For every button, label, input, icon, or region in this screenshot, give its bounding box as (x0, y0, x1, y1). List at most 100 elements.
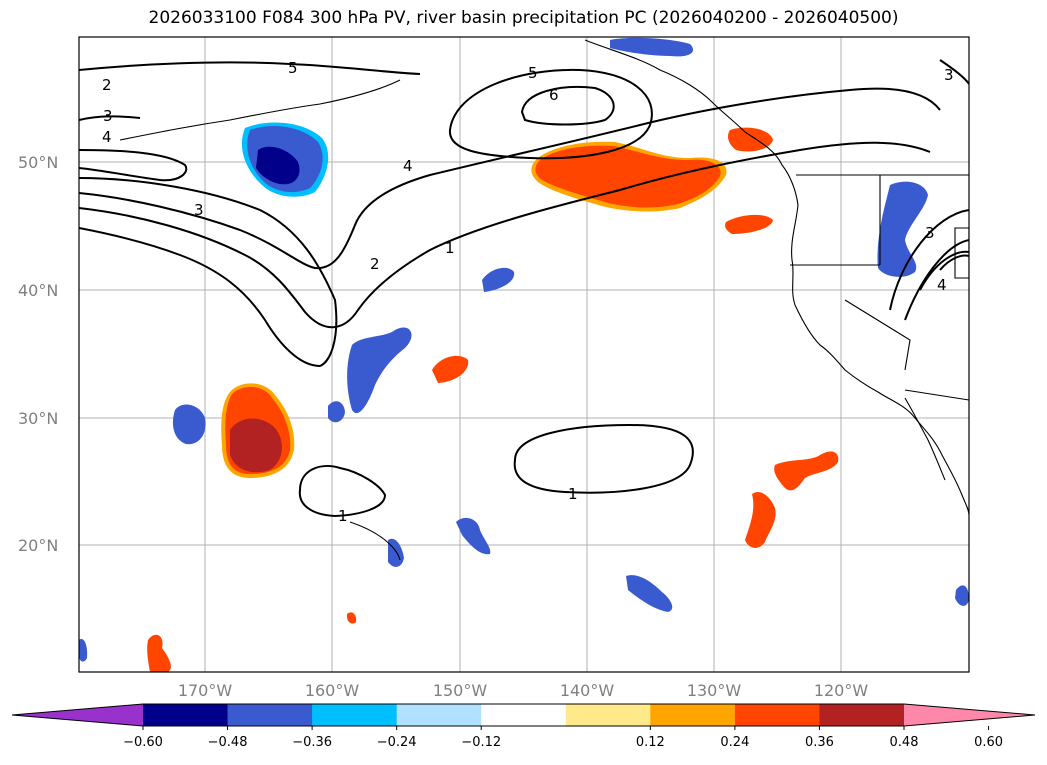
pv-contour-label: 3 (925, 224, 935, 242)
lon-label: 120°W (814, 681, 869, 700)
precip-positive-region (745, 491, 776, 548)
colorbar: −0.60 −0.48 −0.36 −0.24 −0.12 0.12 0.24 0.36 0.4… (11, 703, 1036, 750)
colorbar-segment (819, 704, 905, 726)
state-border (954, 227, 969, 279)
pv-contour (939, 254, 969, 271)
precip-negative-region (79, 639, 88, 662)
pv-contour-label: 2 (102, 76, 112, 94)
pv-contour (298, 465, 387, 518)
pv-contour (79, 141, 931, 329)
pv-contour (79, 115, 141, 121)
pv-contour-label: 3 (944, 66, 954, 84)
lon-label: 150°W (433, 681, 488, 700)
north-america-coast (584, 39, 969, 516)
precip-positive-region (774, 451, 839, 491)
pv-contours (79, 59, 969, 518)
longitude-labels: 170°W 160°W 150°W 140°W 130°W 120°W (178, 681, 869, 700)
aleutian-islands (119, 79, 401, 141)
precip-positive-region (230, 418, 282, 473)
precip-positive-region (535, 145, 721, 208)
pv-contour (939, 59, 969, 85)
colorbar-segment (650, 704, 736, 726)
precip-positive-region (728, 127, 773, 152)
map-title: 2026033100 F084 300 hPa PV, river basin … (148, 8, 899, 28)
pv-contour (904, 239, 969, 321)
colorbar-extend-low (12, 704, 143, 726)
colorbar-segment (734, 704, 820, 726)
precip-negative-region (626, 575, 673, 612)
pv-contour-label: 5 (528, 64, 538, 82)
lat-label: 50°N (18, 153, 58, 172)
lon-label: 170°W (178, 681, 233, 700)
colorbar-segment (565, 704, 651, 726)
precip-negative-region (328, 401, 345, 423)
map-frame (78, 36, 970, 673)
colorbar-tick-label: −0.60 (123, 735, 163, 750)
precip-negative-region (347, 327, 412, 414)
pv-contour-label: 5 (288, 59, 298, 77)
pv-contour (513, 423, 694, 494)
colorbar-segment (312, 704, 398, 726)
colorbar-tick-label: 0.36 (805, 735, 834, 750)
pv-contour-label: 3 (103, 107, 113, 125)
graticule (79, 37, 969, 672)
precip-positive-region (725, 214, 773, 234)
pv-contour-label: 3 (194, 201, 204, 219)
colorbar-segment (481, 704, 567, 726)
precip-positive-region (432, 355, 469, 383)
precip-negative-region (388, 538, 404, 567)
precip-negative-region (456, 517, 491, 555)
precip-positive-region (147, 634, 171, 672)
pv-contour (79, 87, 941, 270)
pv-contour-label: 1 (445, 239, 455, 257)
mexico-border (904, 389, 969, 401)
colorbar-segment (227, 704, 313, 726)
lat-label: 40°N (18, 281, 58, 300)
pv-contour-label: 4 (937, 276, 947, 294)
pv-contour-label: 1 (338, 507, 348, 525)
hawaii-islands (349, 521, 401, 561)
pv-contour (889, 209, 969, 311)
colorbar-segment (396, 704, 482, 726)
colorbar-tick-label: −0.48 (208, 735, 248, 750)
pv-contour (919, 250, 969, 291)
precip-negative-region (877, 181, 928, 277)
precip-negative-region (256, 146, 300, 185)
lon-label: 160°W (305, 681, 360, 700)
colorbar-tick-label: −0.24 (377, 735, 417, 750)
pv-contour-label: 2 (370, 255, 380, 273)
lat-label: 20°N (18, 536, 58, 555)
pv-contour-label: 6 (549, 86, 559, 104)
colorbar-segment (143, 704, 229, 726)
colorbar-tick-label: −0.12 (461, 735, 501, 750)
precip-negative-region (610, 37, 694, 57)
lon-label: 130°W (687, 681, 742, 700)
colorbar-tick-label: 0.48 (890, 735, 919, 750)
colorbar-extend-high (904, 704, 1035, 726)
precip-negative-region (172, 404, 206, 445)
pv-contour-label: 4 (403, 157, 413, 175)
pv-contour-label: 1 (568, 485, 578, 503)
pv-contour (79, 149, 188, 182)
colorbar-tick-label: 0.24 (720, 735, 749, 750)
colorbar-tick-label: 0.60 (974, 735, 1003, 750)
precip-positive-region (346, 612, 357, 624)
pv-contour (448, 68, 653, 160)
pv-contour-labels: 2 3 4 5 5 6 4 3 2 1 3 1 1 4 3 (102, 59, 954, 525)
pv-contour (520, 86, 615, 126)
latitude-labels: 50°N 40°N 30°N 20°N (18, 153, 58, 555)
lat-label: 30°N (18, 409, 58, 428)
colorbar-tick-label: 0.12 (636, 735, 665, 750)
colorbar-tick-label: −0.36 (292, 735, 332, 750)
precipitation-pc-field (79, 37, 969, 672)
pv-contour (79, 177, 338, 368)
pv-contour-label: 4 (102, 128, 112, 146)
coastline (119, 39, 969, 561)
state-border (844, 299, 911, 371)
precip-negative-region (482, 267, 515, 292)
precip-negative-region (955, 585, 969, 606)
lon-label: 140°W (560, 681, 615, 700)
pv-contour (79, 61, 421, 75)
baja-peninsula (904, 397, 946, 481)
